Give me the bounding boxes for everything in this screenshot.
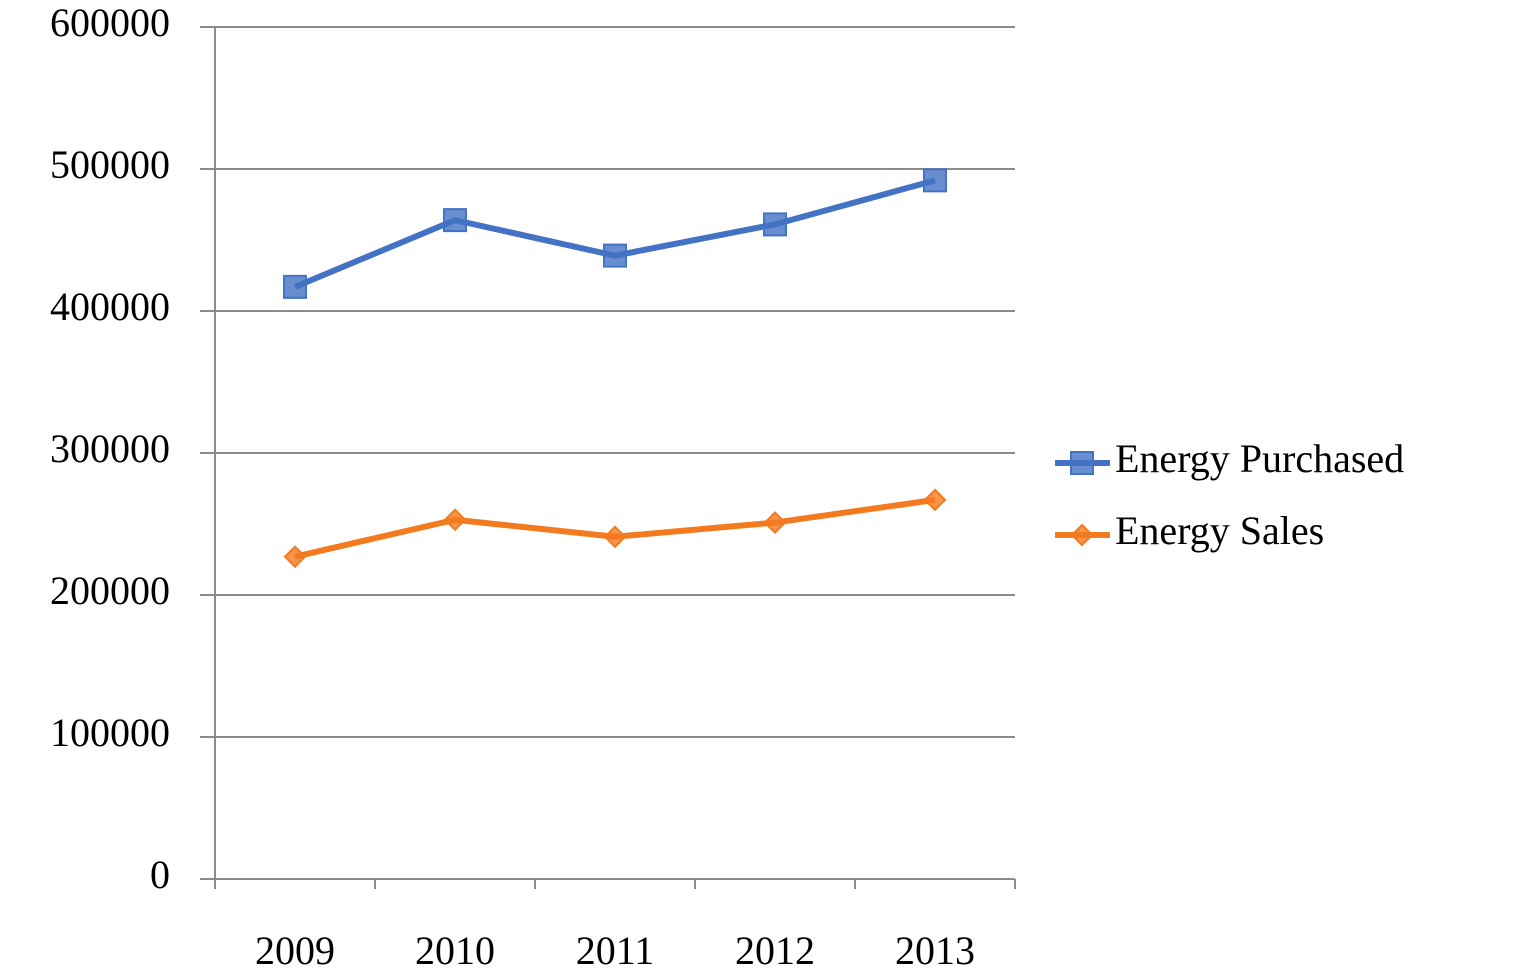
x-tick-label: 2013 bbox=[895, 928, 975, 973]
data-point bbox=[603, 525, 627, 549]
data-point bbox=[763, 212, 787, 237]
y-tick-label: 0 bbox=[150, 852, 170, 897]
y-tick-label: 300000 bbox=[50, 426, 170, 471]
series-line bbox=[293, 177, 936, 290]
data-point bbox=[923, 488, 947, 512]
x-tick-label: 2011 bbox=[576, 928, 655, 973]
y-tick-label: 500000 bbox=[50, 142, 170, 187]
legend-marker bbox=[1070, 523, 1094, 547]
data-point bbox=[923, 168, 947, 193]
y-tick-label: 400000 bbox=[50, 284, 170, 329]
x-tick-label: 2010 bbox=[415, 928, 495, 973]
data-point bbox=[443, 208, 467, 233]
y-tick-label: 600000 bbox=[50, 0, 170, 45]
data-point bbox=[763, 511, 787, 534]
y-tick-label: 200000 bbox=[50, 568, 170, 613]
data-point bbox=[603, 243, 627, 268]
x-tick-label: 2012 bbox=[735, 928, 815, 973]
legend-label: Energy Sales bbox=[1115, 508, 1324, 553]
x-tick-label: 2009 bbox=[255, 928, 335, 973]
legend-label: Energy Purchased bbox=[1115, 436, 1404, 481]
data-point bbox=[443, 508, 467, 532]
data-point bbox=[283, 545, 307, 569]
y-tick-label: 100000 bbox=[50, 710, 170, 755]
data-point bbox=[283, 274, 307, 299]
legend-marker bbox=[1070, 451, 1094, 475]
